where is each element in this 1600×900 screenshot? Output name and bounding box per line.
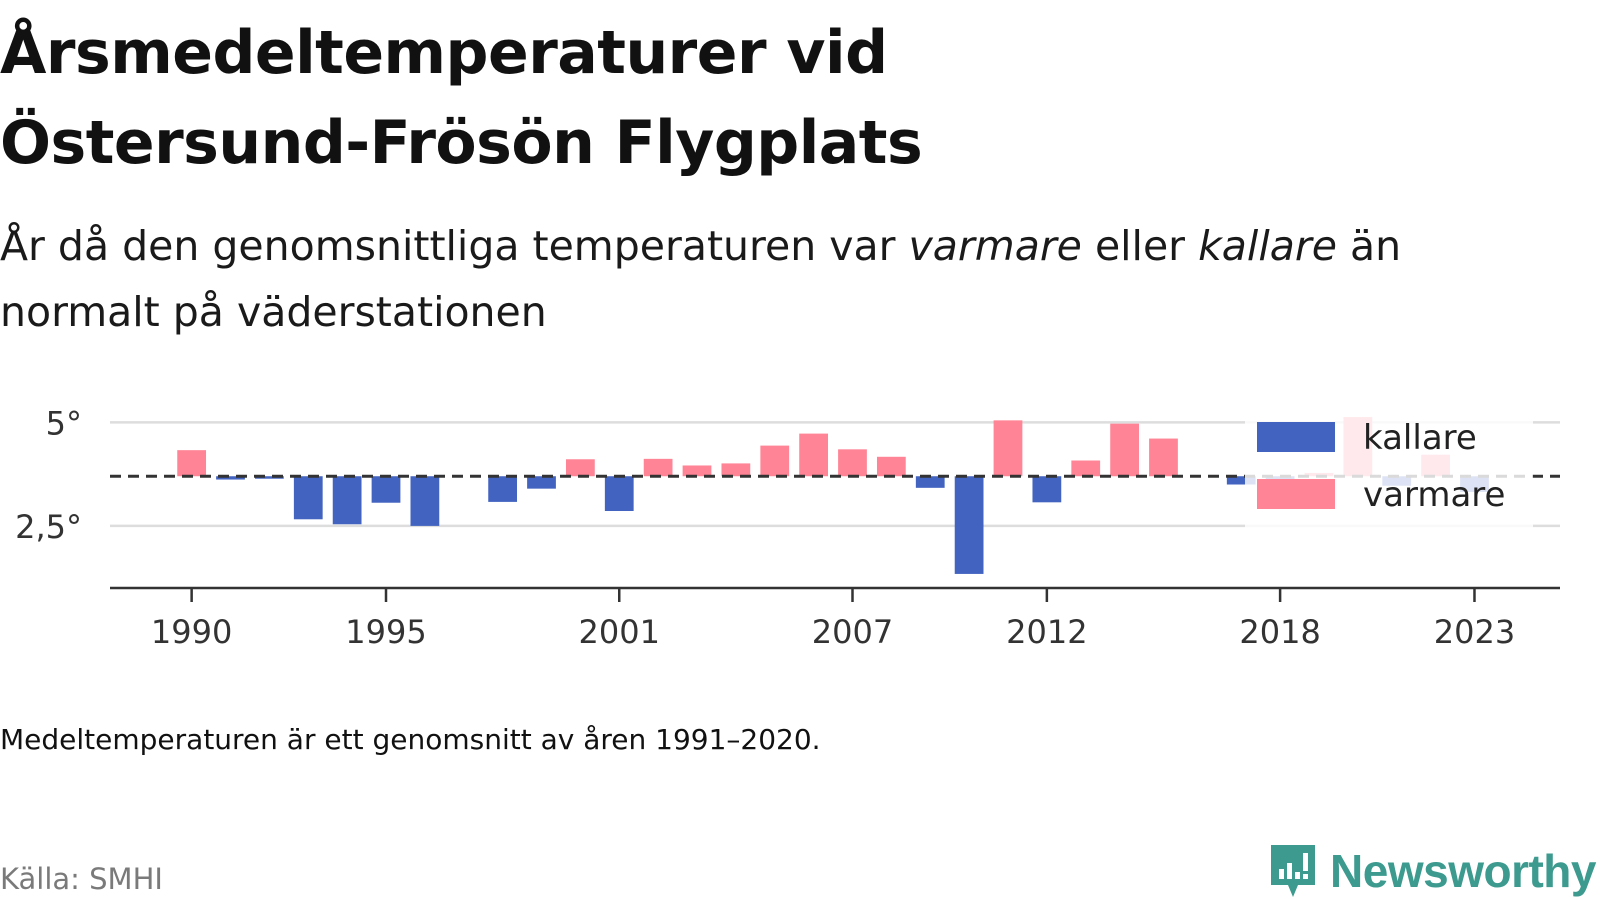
bar-varmare: [177, 450, 207, 477]
bar-varmare: [1110, 423, 1139, 477]
bar-kallare: [1226, 476, 1256, 485]
legend-label-varmare: varmare: [1363, 475, 1505, 515]
bar-varmare: [721, 463, 751, 477]
bar-varmare: [876, 456, 906, 477]
subtitle-text-start: År då den genomsnittliga temperaturen va…: [0, 222, 909, 270]
x-tick-label: 2023: [1434, 613, 1515, 651]
bar-kallare: [954, 476, 984, 574]
subtitle-warm-word: varmare: [908, 222, 1082, 270]
subtitle-text-middle: eller: [1081, 222, 1199, 270]
bar-kallare: [293, 476, 323, 520]
x-tick-label: 2018: [1239, 613, 1320, 651]
x-tick-label: 2001: [579, 613, 660, 651]
bar-varmare: [1071, 460, 1101, 477]
bar-varmare: [993, 420, 1023, 477]
newsworthy-logo: Newsworthy: [1268, 843, 1596, 899]
chart-title: Årsmedeltemperaturer vid Östersund-Frösö…: [0, 18, 923, 178]
newsworthy-chart-icon: [1271, 845, 1316, 897]
chart-subtitle: År då den genomsnittliga temperaturen va…: [0, 213, 1560, 345]
chart-note: Medeltemperaturen är ett genomsnitt av å…: [0, 723, 821, 756]
source-credit: Källa: SMHI: [0, 862, 163, 896]
x-tick-label: 1990: [151, 613, 232, 651]
bar-kallare: [604, 476, 634, 512]
bar-kallare: [527, 476, 556, 489]
bar-varmare: [682, 465, 712, 477]
bar-kallare: [410, 476, 440, 526]
bar-varmare: [838, 449, 867, 477]
bar-kallare: [255, 476, 284, 479]
bar-kallare: [1032, 476, 1062, 503]
x-tick-label: 2007: [812, 613, 893, 651]
brand-name: Newsworthy: [1330, 845, 1596, 897]
bar-varmare: [1149, 438, 1178, 477]
subtitle-text-end: än normalt på väderstationen: [0, 222, 1402, 336]
bar-kallare: [915, 476, 945, 488]
bar-kallare: [488, 476, 518, 502]
bar-varmare: [643, 458, 673, 477]
x-tick-label: 2012: [1006, 613, 1087, 651]
legend-swatch-varmare: [1257, 479, 1335, 509]
bar-kallare: [216, 476, 245, 480]
temperature-bar-chart: 2,5° 5° 1990 1995 2001 2007 2012 2018 2023 kallar…: [15, 402, 1560, 651]
bar-varmare: [799, 433, 829, 477]
x-tick-label: 1995: [345, 613, 426, 651]
bar-varmare: [565, 459, 595, 477]
bar-kallare: [371, 476, 401, 503]
y-tick-label: 5°: [46, 404, 82, 442]
y-tick-label: 2,5°: [15, 508, 82, 546]
legend-label-kallare: kallare: [1363, 418, 1477, 458]
subtitle-cold-word: kallare: [1198, 222, 1337, 270]
bar-varmare: [760, 445, 790, 477]
legend-swatch-kallare: [1257, 422, 1335, 452]
bar-kallare: [332, 476, 362, 525]
